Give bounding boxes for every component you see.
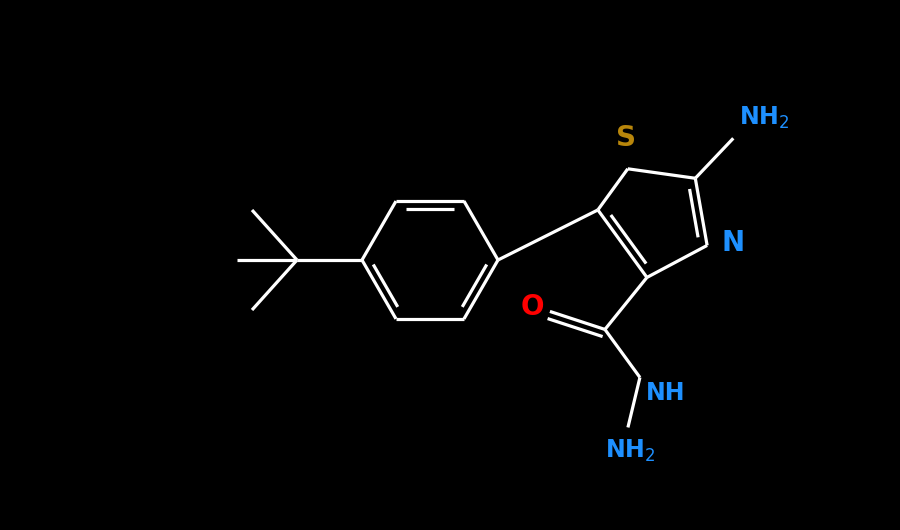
Text: NH$_2$: NH$_2$	[739, 105, 789, 131]
Text: N: N	[721, 229, 744, 258]
Text: S: S	[616, 124, 635, 152]
Text: NH: NH	[646, 382, 686, 405]
Text: O: O	[520, 294, 544, 321]
Text: NH$_2$: NH$_2$	[605, 437, 655, 464]
